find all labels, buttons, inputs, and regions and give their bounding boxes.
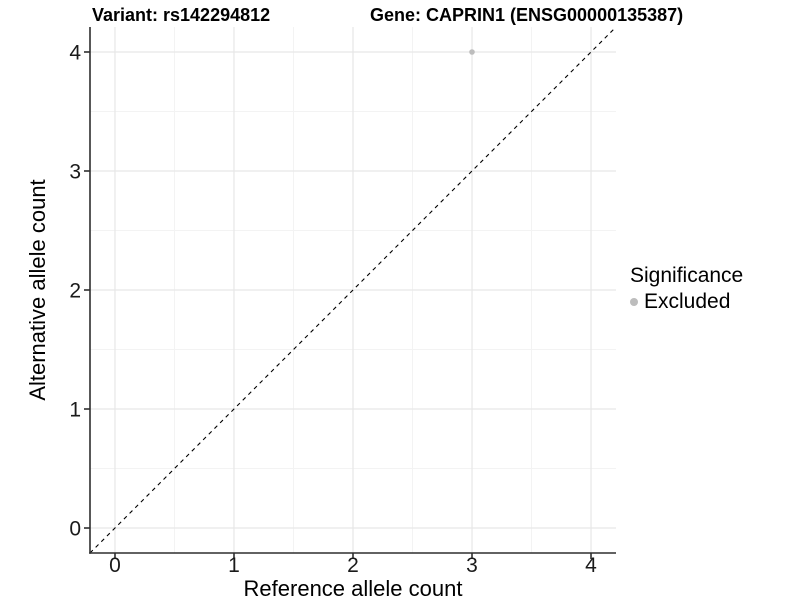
x-tick-label: 4 (585, 554, 597, 577)
y-tick-label: 2 (69, 280, 81, 303)
y-tick-label: 0 (69, 518, 81, 541)
legend-item-excluded: Excluded (630, 289, 743, 314)
y-tick-label: 1 (69, 399, 81, 422)
x-tick-label: 2 (347, 554, 359, 577)
y-axis-title: Alternative allele count (25, 179, 50, 401)
x-tick-label: 1 (228, 554, 240, 577)
identity-line (89, 26, 617, 554)
y-tick-label: 4 (69, 42, 81, 65)
variant-title: Variant: rs142294812 (92, 5, 271, 25)
legend: Significance Excluded (630, 262, 743, 314)
y-tick-label: 3 (69, 161, 81, 184)
x-tick-label: 3 (466, 554, 478, 577)
x-axis-title: Reference allele count (243, 576, 463, 600)
data-point (469, 49, 475, 55)
legend-title: Significance (630, 264, 744, 287)
x-tick-label: 0 (109, 554, 121, 577)
legend-point-icon (630, 297, 638, 306)
legend-item-label: Excluded (644, 290, 731, 313)
gene-title: Gene: CAPRIN1 (ENSG00000135387) (370, 5, 684, 25)
